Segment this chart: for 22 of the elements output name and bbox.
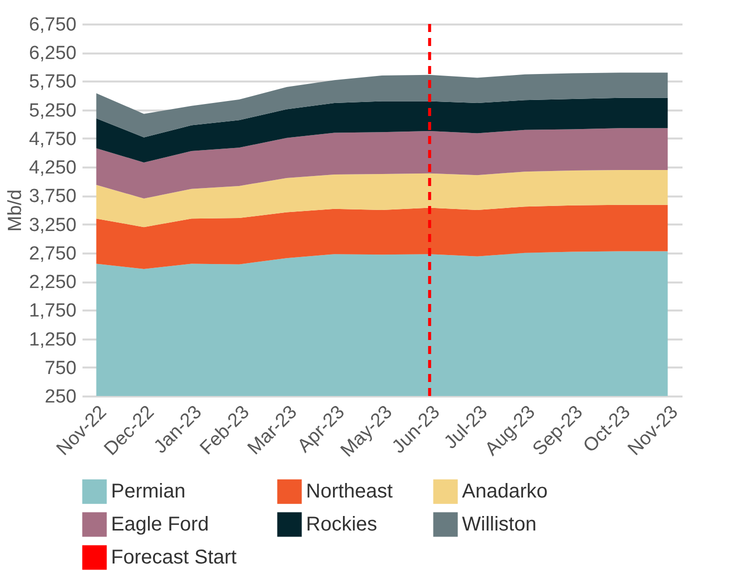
legend-label: Northeast — [306, 480, 394, 503]
y-tick-label: 4,250 — [28, 158, 76, 179]
y-tick-label: 6,250 — [28, 43, 76, 64]
y-tick-label: 4,750 — [28, 128, 76, 150]
y-tick-label: 1,750 — [28, 300, 76, 322]
y-tick-label: 2,750 — [28, 243, 76, 264]
y-tick-label: 3,250 — [28, 214, 76, 236]
legend-label: Rockies — [306, 514, 378, 536]
y-tick-label: 2,250 — [28, 272, 76, 294]
y-tick-label: 5,250 — [28, 100, 76, 122]
y-tick-label: 250 — [44, 386, 76, 408]
y-tick-label: 3,750 — [28, 186, 76, 208]
y-tick-label: 6,750 — [28, 14, 76, 36]
legend-label: Forecast Start — [111, 546, 238, 568]
y-axis-title: Mb/d — [4, 189, 26, 232]
y-tick-label: 750 — [44, 358, 76, 379]
y-tick-label: 5,750 — [28, 72, 76, 93]
legend-label: Eagle Ford — [111, 514, 209, 536]
legend-label: Permian — [111, 480, 186, 503]
legend-label: Anadarko — [462, 480, 548, 503]
legend-label: Williston — [462, 514, 536, 536]
y-tick-label: 1,250 — [28, 329, 76, 350]
